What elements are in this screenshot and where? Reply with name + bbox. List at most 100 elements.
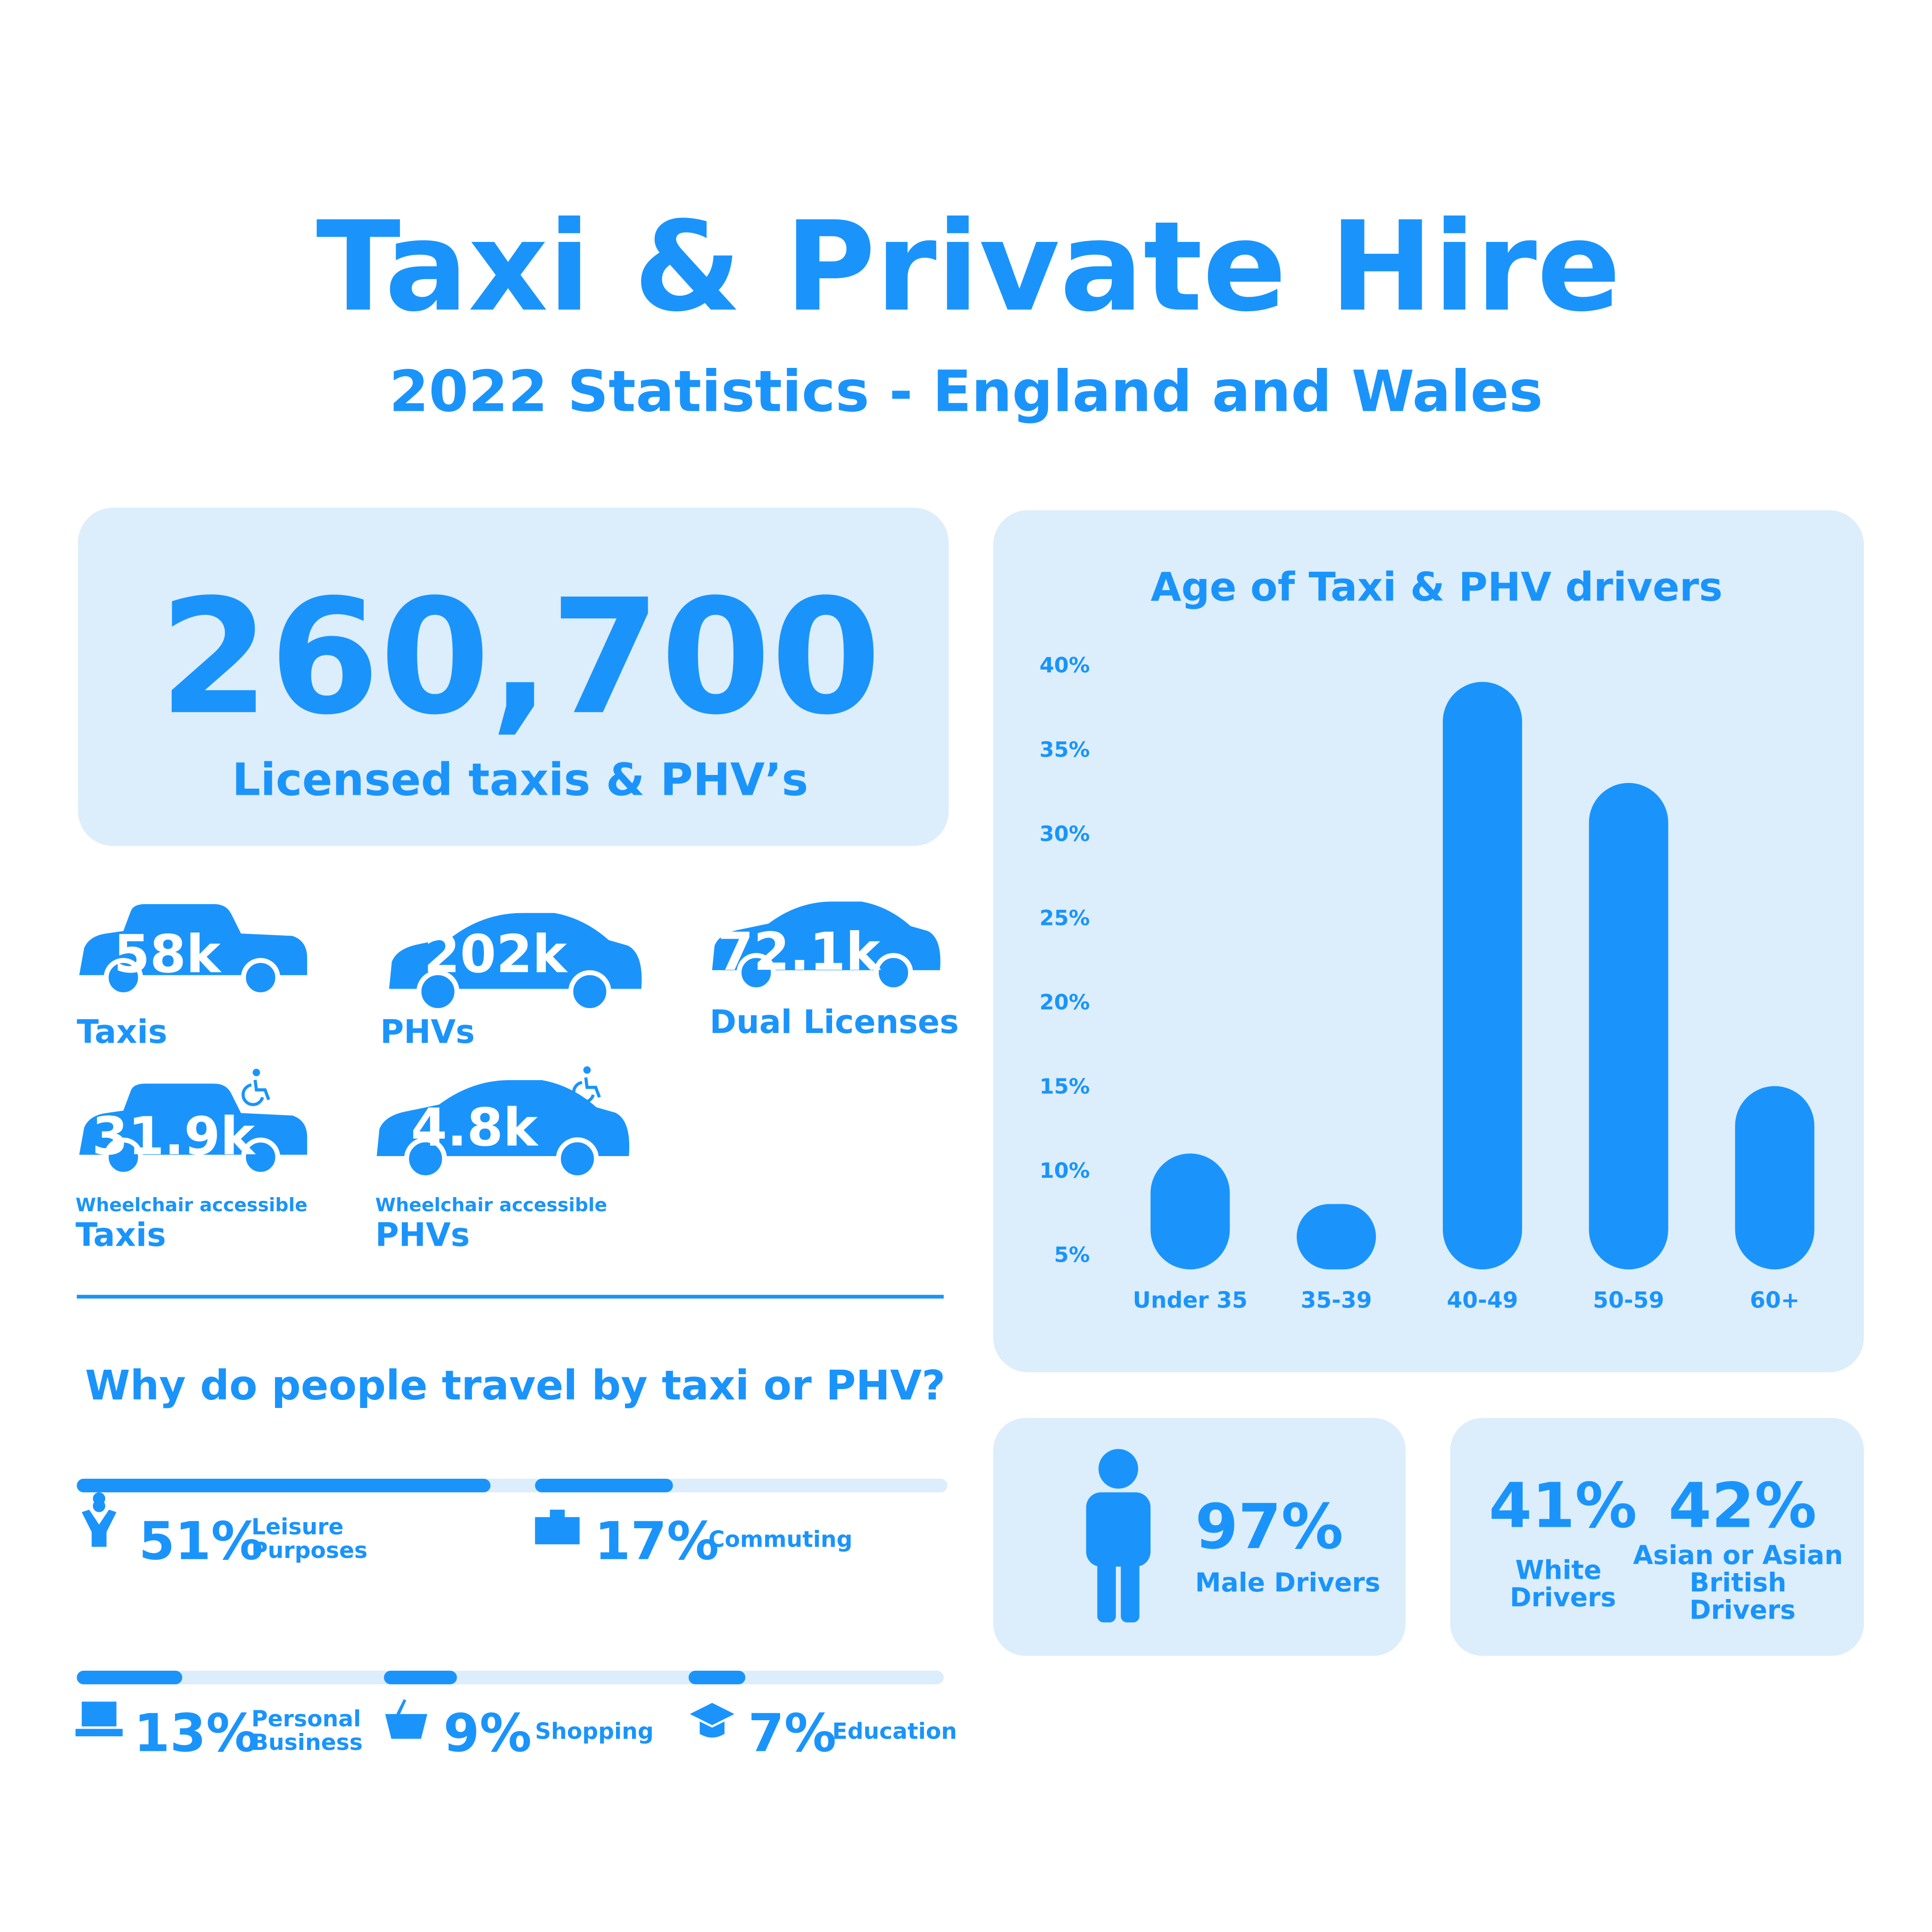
wheelchair-icon — [572, 1077, 601, 1104]
asian-label: Asian or Asian British Drivers — [1633, 1541, 1852, 1625]
x-tick-label: 50-59 — [1593, 1288, 1664, 1314]
text-line: Business — [251, 1730, 363, 1756]
x-tick-label: Under 35 — [1133, 1288, 1248, 1314]
text-line: White — [1516, 1556, 1611, 1586]
text-line: Education — [832, 1718, 957, 1744]
bar — [1589, 783, 1668, 1270]
bar — [1735, 1086, 1815, 1270]
x-tick-label: 35-39 — [1301, 1288, 1372, 1314]
text-line: Commuting — [708, 1526, 853, 1552]
vehicle-label: Taxis — [77, 1014, 167, 1051]
y-tick-label: 10% — [1040, 1158, 1090, 1183]
progress-bar — [688, 1670, 746, 1684]
car-wheel — [103, 1137, 143, 1177]
total-panel — [78, 508, 949, 846]
car-icon — [376, 1080, 630, 1157]
vehicle-value: 31.9k — [92, 1107, 256, 1167]
reason-label: Leisure Purposes — [251, 1514, 367, 1564]
reason-icon — [535, 1509, 580, 1545]
text-line: Purposes — [251, 1538, 367, 1564]
reason-icon — [75, 1701, 123, 1737]
asian-value: 42% — [1668, 1469, 1816, 1541]
car-wheel — [874, 953, 913, 992]
reason-value: 51% — [139, 1512, 263, 1572]
subtitle: 2022 Statistics - England and Wales — [389, 359, 1543, 425]
vehicle-value: 4.8k — [411, 1098, 539, 1158]
y-tick-label: 25% — [1040, 906, 1090, 930]
text-line: Personal — [251, 1706, 369, 1732]
car-wheel — [556, 1137, 599, 1181]
progress-bar — [76, 1479, 491, 1492]
reason-label: Shopping — [535, 1718, 653, 1744]
y-tick-label: 35% — [1040, 737, 1090, 762]
y-tick-label: 15% — [1040, 1074, 1090, 1099]
progress-bar — [383, 1670, 457, 1684]
y-tick-label: 40% — [1040, 653, 1090, 678]
text-line: Shopping — [535, 1718, 653, 1744]
progress-bar — [76, 1670, 183, 1684]
car-wheel — [404, 1137, 447, 1181]
bar — [1150, 1153, 1230, 1270]
vehicle-label: Dual Licenses — [709, 1004, 958, 1041]
bar — [1297, 1204, 1376, 1270]
age-panel — [993, 510, 1864, 1373]
car-wheel — [241, 1137, 281, 1177]
car-icon — [79, 904, 308, 975]
male-panel — [993, 1418, 1406, 1656]
progress-bar — [535, 1479, 673, 1492]
track — [76, 1670, 944, 1684]
white-label: White Drivers — [1510, 1556, 1616, 1613]
text-line: Leisure — [251, 1514, 351, 1540]
reason-label: Education — [832, 1718, 957, 1744]
male-value: 97% — [1195, 1491, 1343, 1563]
vehicle-value: 72.1k — [717, 922, 882, 983]
text-line: British — [1690, 1568, 1796, 1598]
car-wheel — [568, 970, 611, 1013]
reason-label: Personal Business — [251, 1706, 369, 1756]
y-tick-label: 20% — [1040, 990, 1090, 1015]
reason-value: 9% — [443, 1704, 532, 1764]
person-icon — [1086, 1449, 1151, 1623]
y-tick-label: 5% — [1054, 1243, 1090, 1267]
bar — [1442, 682, 1522, 1270]
reason-icon — [82, 1492, 117, 1547]
text-line: Asian or Asian — [1633, 1541, 1852, 1571]
text-line: Drivers — [1510, 1583, 1616, 1613]
reason-icon — [385, 1699, 427, 1739]
reason-value: 7% — [748, 1704, 836, 1764]
car-icon — [712, 901, 941, 970]
ethnicity-panel — [1450, 1418, 1864, 1656]
vehicle-value: 202k — [424, 924, 568, 985]
vehicle-label: PHVs — [380, 1014, 475, 1051]
vehicle-note: Wheelchair accessible — [75, 1194, 308, 1216]
total-value: 260,700 — [159, 566, 881, 750]
x-tick-label: 40-49 — [1447, 1288, 1518, 1314]
vehicle-label: PHVs — [375, 1216, 470, 1254]
reason-value: 17% — [594, 1512, 719, 1572]
wheelchair-head — [583, 1066, 591, 1074]
text-line: Drivers — [1690, 1595, 1796, 1625]
title: Taxi & Private Hire — [316, 194, 1621, 339]
car-wheel — [241, 958, 281, 998]
total-label: Licensed taxis & PHV’s — [232, 754, 808, 806]
y-tick-label: 30% — [1040, 822, 1090, 846]
reason-value: 13% — [134, 1704, 258, 1764]
white-value: 41% — [1489, 1469, 1637, 1541]
reasons-title: Why do people travel by taxi or PHV? — [85, 1362, 945, 1409]
wheelchair-icon — [242, 1080, 270, 1107]
vehicle-label: Taxis — [75, 1216, 166, 1254]
reason-icon — [690, 1703, 735, 1738]
car-icon — [389, 913, 642, 989]
x-tick-label: 60+ — [1750, 1288, 1799, 1314]
male-label: Male Drivers — [1195, 1568, 1381, 1598]
car-wheel — [736, 953, 776, 992]
car-icon — [79, 1083, 308, 1155]
wheelchair-head — [252, 1068, 260, 1076]
vehicle-value: 58k — [114, 924, 222, 985]
vehicle-note: Wheelchair accessible — [375, 1194, 608, 1216]
reason-label: Commuting — [708, 1526, 853, 1552]
car-wheel — [103, 958, 143, 998]
